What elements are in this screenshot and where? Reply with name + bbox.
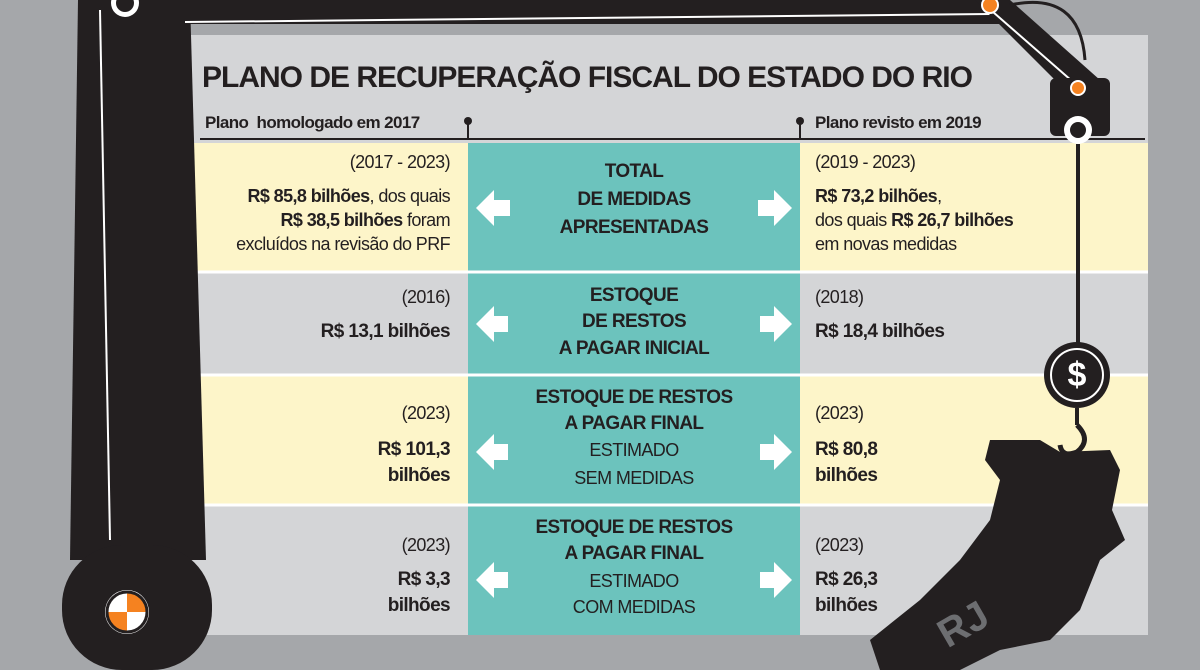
period: (2023) bbox=[401, 403, 451, 423]
decoration bbox=[760, 316, 775, 332]
center-column bbox=[468, 143, 800, 635]
map bbox=[870, 440, 1125, 670]
text-segment: R$ 26,7 bilhões bbox=[891, 210, 1014, 230]
value-text: R$ 26,3 bbox=[815, 569, 878, 590]
text-segment: , dos quais bbox=[369, 186, 451, 206]
row-heading: A PAGAR FINAL bbox=[564, 543, 705, 564]
period: (2019 - 2023) bbox=[815, 152, 916, 172]
row-detail: COM MEDIDAS bbox=[572, 597, 696, 617]
value-text: em novas medidas bbox=[815, 234, 957, 254]
value-text: bilhões bbox=[387, 465, 451, 486]
decoration bbox=[116, 0, 134, 12]
row-heading: TOTAL bbox=[604, 161, 664, 182]
row-detail: SEM MEDIDAS bbox=[574, 468, 694, 488]
value-text: bilhões bbox=[387, 595, 451, 616]
period: (2016) bbox=[401, 287, 451, 307]
row-heading: A PAGAR INICIAL bbox=[558, 338, 710, 359]
decoration bbox=[493, 444, 508, 460]
left-header: Plano homologado em 2017 bbox=[205, 113, 420, 132]
decoration bbox=[774, 434, 792, 470]
value-text: bilhões bbox=[815, 595, 878, 616]
decoration bbox=[184, 13, 991, 23]
decoration bbox=[99, 9, 111, 541]
value-text: R$ 80,8 bbox=[815, 439, 878, 460]
decoration bbox=[476, 434, 494, 470]
decoration bbox=[493, 572, 508, 588]
decoration bbox=[127, 592, 147, 612]
text-segment: R$ 73,2 bilhões bbox=[815, 186, 938, 206]
decoration bbox=[476, 306, 494, 342]
value-text: dos quais R$ 26,7 bilhões bbox=[815, 208, 1014, 232]
period: (2023) bbox=[815, 403, 864, 423]
text-segment: R$ 85,8 bilhões bbox=[247, 186, 370, 206]
title: PLANO DE RECUPERAÇÃO FISCAL DO ESTADO DO… bbox=[202, 61, 973, 94]
row-heading: APRESENTADAS bbox=[559, 217, 709, 238]
right-header: Plano revisto em 2019 bbox=[815, 113, 982, 132]
decoration bbox=[1070, 80, 1086, 96]
decoration bbox=[774, 562, 792, 598]
decoration bbox=[1009, 0, 1087, 61]
row-heading: DE RESTOS bbox=[581, 311, 687, 332]
decoration bbox=[984, 4, 1081, 89]
currency-symbol: $ bbox=[1068, 356, 1087, 394]
decoration bbox=[1044, 342, 1110, 408]
decoration bbox=[1070, 122, 1086, 138]
value-text: R$ 85,8 bilhões, dos quais bbox=[247, 184, 450, 208]
text-segment: dos quais bbox=[815, 210, 892, 230]
decoration bbox=[476, 190, 494, 226]
period: (2018) bbox=[815, 287, 864, 307]
decoration bbox=[758, 200, 775, 216]
period: (2023) bbox=[401, 535, 451, 555]
row-heading: A PAGAR FINAL bbox=[564, 413, 705, 434]
decoration bbox=[1050, 348, 1104, 402]
period: (2023) bbox=[815, 535, 864, 555]
decoration bbox=[760, 572, 775, 588]
decoration bbox=[774, 306, 792, 342]
header-panel bbox=[190, 35, 1148, 143]
arrows bbox=[476, 190, 792, 598]
decoration bbox=[760, 444, 775, 460]
value-text: R$ 73,2 bilhões, bbox=[815, 184, 942, 208]
value-text: R$ 38,5 bilhões foram bbox=[280, 208, 451, 232]
row-heading: ESTOQUE bbox=[589, 285, 679, 306]
decoration bbox=[493, 316, 508, 332]
decoration bbox=[981, 0, 999, 14]
value-text: R$ 13,1 bilhões bbox=[320, 321, 451, 342]
text-segment: R$ 38,5 bilhões bbox=[280, 210, 404, 230]
row-heading: DE MEDIDAS bbox=[577, 189, 691, 210]
text-segment: foram bbox=[402, 210, 451, 230]
value-text: excluídos na revisão do PRF bbox=[236, 234, 451, 254]
decoration bbox=[107, 612, 127, 632]
row-detail: ESTIMADO bbox=[589, 571, 679, 591]
period: (2017 - 2023) bbox=[349, 152, 451, 172]
decoration bbox=[105, 590, 149, 634]
row-heading: ESTOQUE DE RESTOS bbox=[535, 517, 733, 538]
decoration bbox=[1050, 78, 1110, 136]
decoration bbox=[493, 200, 510, 216]
decoration bbox=[796, 117, 804, 125]
decoration bbox=[70, 0, 206, 560]
decoration bbox=[774, 190, 792, 226]
value-text: bilhões bbox=[815, 465, 878, 486]
text-segment: , bbox=[937, 186, 942, 206]
row-detail: ESTIMADO bbox=[589, 440, 679, 460]
value-text: R$ 3,3 bbox=[397, 569, 451, 590]
crane bbox=[62, 0, 1110, 670]
decoration bbox=[464, 117, 472, 125]
value-text: R$ 18,4 bilhões bbox=[815, 321, 945, 342]
decoration bbox=[476, 562, 494, 598]
row-heading: ESTOQUE DE RESTOS bbox=[535, 387, 733, 408]
value-text: R$ 101,3 bbox=[377, 439, 451, 460]
